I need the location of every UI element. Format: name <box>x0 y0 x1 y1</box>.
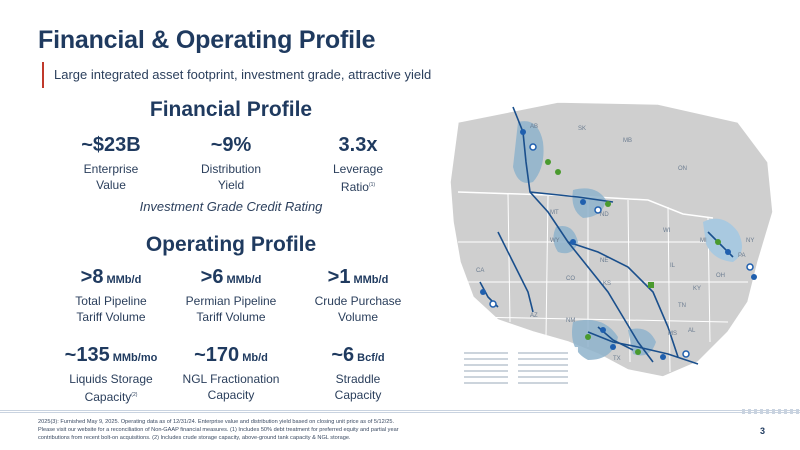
metric-label: Straddle Capacity <box>334 372 382 402</box>
label-ms: MS <box>668 331 677 337</box>
label-wi: WI <box>663 228 671 234</box>
credit-rating-text: Investment Grade Credit Rating <box>139 199 323 214</box>
page-subtitle: Large integrated asset footprint, invest… <box>54 67 432 82</box>
metric-label: Liquids Storage Capacity(2) <box>69 372 153 404</box>
footnote-marker: (2) <box>131 392 138 398</box>
label-al: AL <box>688 328 696 334</box>
metric-value: 3.3x <box>338 134 378 156</box>
leverage-ratio-metric: 3.3x Leverage Ratio(1) <box>291 134 425 195</box>
label-il: IL <box>670 263 676 269</box>
map-svg: AB SK MB ON MT ND WY NE CO KS NM TX CA A… <box>449 101 774 385</box>
metric-label: Crude Purchase Volume <box>314 294 402 324</box>
metric-label: Leverage Ratio(1) <box>332 162 384 194</box>
liquids-storage-metric: ~135 MMb/mo Liquids Storage Capacity(2) <box>44 344 178 405</box>
metric-value: ~$23B <box>81 134 141 156</box>
map-legend <box>460 347 578 385</box>
label-ca: CA <box>476 268 484 274</box>
footer-ornament <box>742 409 800 414</box>
ngl-fractionation-metric: ~170 Mb/d NGL Fractionation Capacity <box>164 344 298 403</box>
operating-profile-heading: Operating Profile <box>145 233 317 256</box>
great-lakes <box>703 218 742 262</box>
label-mi: MI <box>700 238 707 244</box>
page-number: 3 <box>760 426 766 436</box>
label-ks: KS <box>603 281 611 287</box>
label-ny: NY <box>746 238 754 244</box>
straddle-capacity-metric: ~6 Bcf/d Straddle Capacity <box>291 344 425 403</box>
label-nm: NM <box>566 318 575 324</box>
label-nd: ND <box>600 212 609 218</box>
total-pipeline-metric: >8 MMb/d Total Pipeline Tariff Volume <box>44 266 178 325</box>
permian-pipeline-metric: >6 MMb/d Permian Pipeline Tariff Volume <box>164 266 298 325</box>
metric-label: Total Pipeline Tariff Volume <box>75 294 147 324</box>
label-ab: AB <box>530 124 538 130</box>
footnote-text: 2025(3): Furnished May 9, 2025. Operatin… <box>38 419 399 441</box>
metric-value: >1 MMb/d <box>327 266 389 288</box>
asset-footprint-map: AB SK MB ON MT ND WY NE CO KS NM TX CA A… <box>438 92 778 389</box>
label-pa: PA <box>738 253 746 259</box>
metric-value: ~9% <box>210 134 252 156</box>
crude-purchase-metric: >1 MMb/d Crude Purchase Volume <box>291 266 425 325</box>
metric-label: NGL Fractionation Capacity <box>182 372 280 402</box>
footer-divider <box>0 410 800 413</box>
metric-label: Permian Pipeline Tariff Volume <box>185 294 277 324</box>
state-lines <box>458 193 748 373</box>
metric-value: >6 MMb/d <box>200 266 262 288</box>
label-mt: MT <box>550 210 559 216</box>
metric-label: Distribution Yield <box>200 162 262 192</box>
label-az: AZ <box>530 313 538 319</box>
metric-value: ~170 Mb/d <box>194 344 268 366</box>
metric-value: ~6 Bcf/d <box>331 344 385 366</box>
label-mb: MB <box>623 138 632 144</box>
label-ne: NE <box>600 258 608 264</box>
distribution-yield-metric: ~9% Distribution Yield <box>164 134 298 193</box>
label-ky: KY <box>693 286 701 292</box>
label-tn: TN <box>678 303 686 309</box>
region-labels: AB SK MB ON MT ND WY NE CO KS NM TX CA A… <box>476 124 754 362</box>
metric-value: >8 MMb/d <box>80 266 142 288</box>
label-co: CO <box>566 276 575 282</box>
subtitle-accent-bar <box>42 62 44 88</box>
label-wy: WY <box>550 238 560 244</box>
enterprise-value-metric: ~$23B Enterprise Value <box>44 134 178 193</box>
metric-value: ~135 MMb/mo <box>64 344 158 366</box>
footnote-marker: (1) <box>368 182 376 188</box>
border-line <box>457 191 714 219</box>
label-tx: TX <box>613 356 621 362</box>
label-oh: OH <box>716 273 725 279</box>
label-on: ON <box>678 166 687 172</box>
label-sk: SK <box>578 126 586 132</box>
financial-profile-heading: Financial Profile <box>149 98 313 121</box>
page-title: Financial & Operating Profile <box>38 26 376 54</box>
metric-label: Enterprise Value <box>83 162 139 192</box>
facility-markers <box>480 129 757 360</box>
